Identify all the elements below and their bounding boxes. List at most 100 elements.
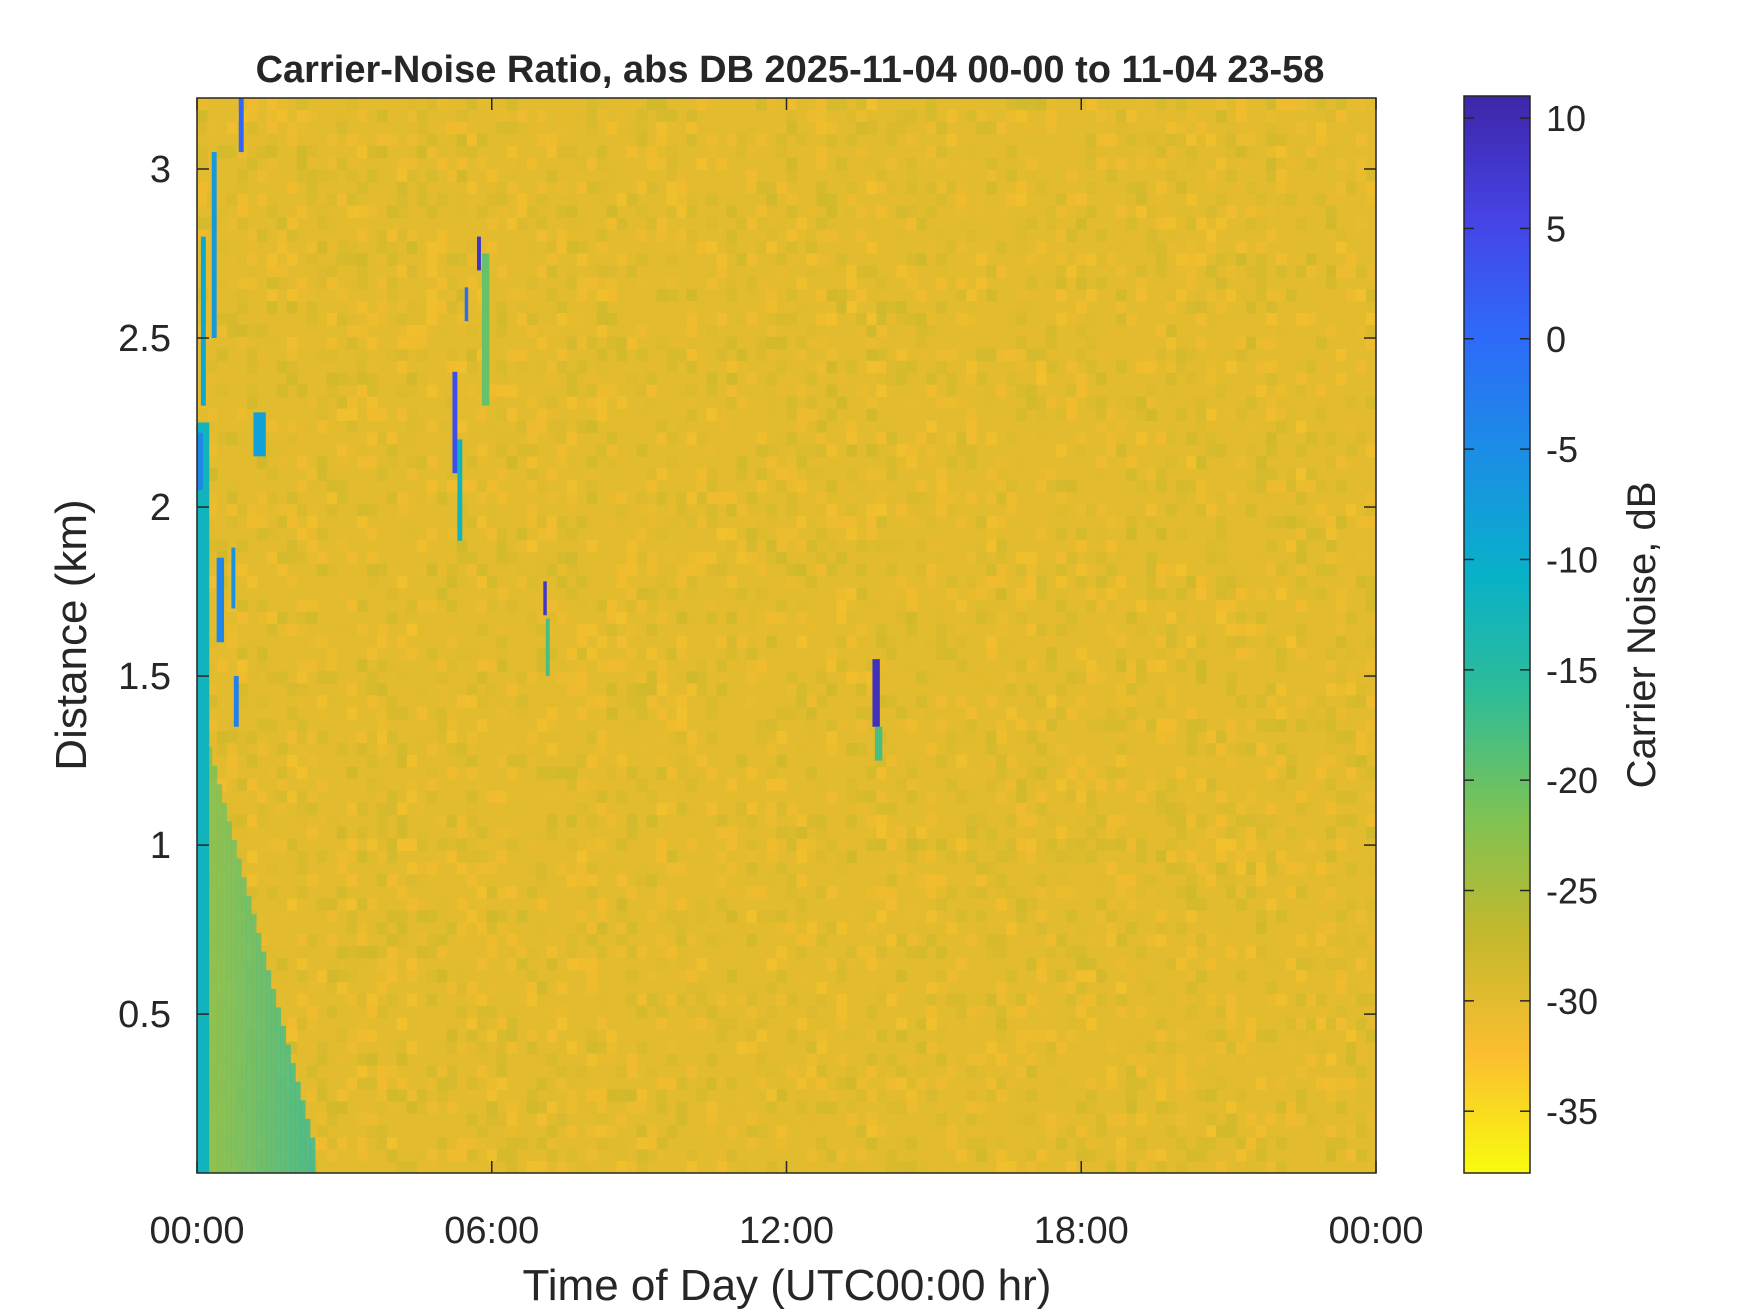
heatmap-cell: [676, 635, 688, 648]
heatmap-cell: [346, 874, 358, 887]
heatmap-cell: [966, 336, 977, 350]
heatmap-cell: [446, 850, 458, 863]
heatmap-cell: [966, 719, 977, 732]
heatmap-cell: [346, 277, 358, 290]
heatmap-cell: [376, 241, 388, 254]
heatmap-cell: [706, 145, 718, 159]
heatmap-cell: [236, 695, 248, 708]
heatmap-cell: [1306, 313, 1317, 326]
heatmap-cell: [996, 348, 1007, 362]
heatmap-cell: [1326, 277, 1337, 290]
heatmap-cell: [616, 504, 628, 517]
heatmap-cell: [1196, 838, 1207, 851]
heatmap-cell: [536, 217, 548, 230]
heatmap-cell: [906, 277, 917, 290]
heatmap-cell: [966, 289, 977, 302]
heatmap-cell: [1056, 898, 1067, 911]
heatmap-cell: [266, 121, 278, 135]
heatmap-cell: [686, 993, 698, 1007]
heatmap-cell: [846, 109, 857, 123]
heatmap-cell: [1146, 408, 1157, 421]
heatmap-cell: [646, 528, 658, 541]
heatmap-cell: [1246, 121, 1257, 135]
y-tick-label: 3: [150, 149, 171, 191]
heatmap-cell: [606, 802, 618, 816]
heatmap-cell: [946, 587, 957, 601]
heatmap-cell: [916, 539, 927, 553]
heatmap-cell: [466, 121, 478, 135]
heatmap-cell: [276, 456, 288, 469]
heatmap-cell: [1216, 814, 1227, 828]
heatmap-cell: [336, 396, 348, 410]
heatmap-cell: [946, 133, 957, 147]
heatmap-cell: [456, 826, 468, 840]
heatmap-cell: [386, 611, 398, 625]
heatmap-cell: [226, 217, 238, 230]
heatmap-cell: [406, 384, 418, 398]
heatmap-cell: [896, 1017, 907, 1031]
y-tick-label: 0.5: [118, 994, 171, 1036]
heatmap-cell: [816, 993, 827, 1007]
heatmap-cell: [676, 910, 688, 923]
heatmap-cell: [1236, 862, 1247, 875]
heatmap-cell: [1186, 551, 1197, 565]
heatmap-cell: [736, 993, 748, 1007]
heatmap-cell: [266, 635, 278, 648]
heatmap-cell: [966, 587, 977, 601]
heatmap-cell: [1186, 766, 1197, 780]
heatmap-cell: [966, 456, 977, 469]
heatmap-cell: [206, 372, 218, 386]
heatmap-cell: [1206, 754, 1217, 768]
heatmap-cell: [356, 1101, 368, 1114]
heatmap-cell: [506, 910, 518, 923]
heatmap-cell: [1206, 958, 1217, 971]
heatmap-cell: [636, 683, 648, 696]
heatmap-cell: [576, 384, 588, 398]
heatmap-cell: [256, 790, 268, 804]
heatmap-cell: [746, 1005, 758, 1019]
heatmap-cell: [726, 336, 738, 350]
heatmap-cell: [976, 121, 987, 135]
colorbar-tick-label: 0: [1546, 319, 1566, 360]
heatmap-cell: [646, 814, 658, 828]
heatmap-cell: [806, 348, 817, 362]
heatmap-cell: [726, 659, 738, 672]
heatmap-cell: [626, 253, 638, 266]
heatmap-cell: [396, 336, 408, 350]
heatmap-cell: [826, 790, 837, 804]
heatmap-cell: [1156, 1029, 1167, 1043]
heatmap-cell: [1116, 814, 1127, 828]
heatmap-cell: [1196, 408, 1207, 421]
heatmap-cell: [686, 348, 698, 362]
heatmap-cell: [197, 193, 208, 206]
heatmap-cell: [1316, 360, 1327, 374]
heatmap-cell: [1336, 480, 1347, 493]
heatmap-cell: [926, 934, 937, 947]
heatmap-cell: [936, 1113, 947, 1126]
heatmap-cell: [626, 1161, 638, 1174]
heatmap-cell: [736, 516, 748, 529]
heatmap-cell: [426, 1101, 438, 1114]
heatmap-cell: [646, 647, 658, 660]
heatmap-cell: [1186, 480, 1197, 493]
heatmap-cell: [1116, 289, 1127, 302]
heatmap-cell: [516, 563, 528, 577]
heatmap-cell: [936, 157, 947, 171]
heatmap-cell: [496, 886, 508, 899]
heatmap-cell: [646, 157, 658, 171]
heatmap-cell: [1196, 778, 1207, 792]
heatmap-cell: [1056, 826, 1067, 840]
heatmap-cell: [286, 707, 298, 720]
colorbar-tick-label: -25: [1546, 871, 1598, 912]
heatmap-cell: [976, 1065, 987, 1078]
heatmap-cell: [726, 1137, 738, 1150]
heatmap-cell: [966, 731, 977, 744]
heatmap-cell: [406, 265, 418, 278]
heatmap-cell: [1066, 707, 1077, 720]
heatmap-cell: [626, 719, 638, 732]
heatmap-cell: [436, 587, 448, 601]
heatmap-cell: [356, 348, 368, 362]
heatmap-cell: [1336, 241, 1347, 254]
heatmap-cell: [1346, 396, 1357, 410]
heatmap-cell: [816, 145, 827, 159]
